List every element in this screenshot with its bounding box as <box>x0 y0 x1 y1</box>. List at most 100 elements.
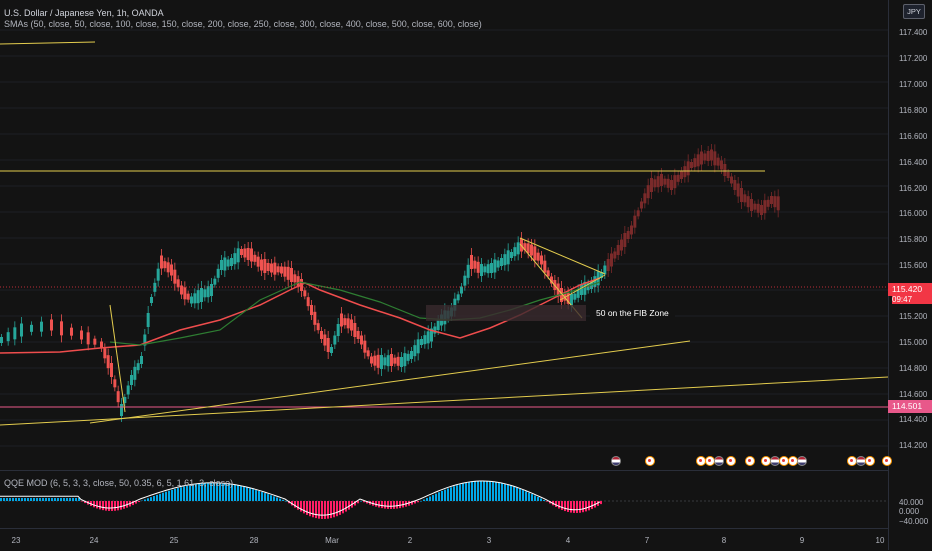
qqe-bar <box>396 501 398 509</box>
candle-body <box>460 287 463 294</box>
qqe-bar <box>285 501 287 502</box>
qqe-bar <box>429 497 431 501</box>
qqe-bar <box>270 495 272 501</box>
candle-body <box>187 294 190 300</box>
candle-body <box>7 332 10 341</box>
qqe-bar <box>342 501 344 513</box>
time-tick: 4 <box>566 536 570 545</box>
qqe-bar <box>102 501 104 510</box>
us-flag-icon[interactable] <box>714 456 724 466</box>
candle-body <box>227 260 230 267</box>
candle-body <box>730 177 733 184</box>
time-axis[interactable] <box>0 528 888 551</box>
candle-body <box>253 255 256 262</box>
candle-body <box>777 196 780 210</box>
candle-body <box>183 287 186 299</box>
candle-body <box>427 331 430 343</box>
candle-body <box>167 262 170 272</box>
candle-body <box>537 253 540 261</box>
event-icon[interactable] <box>882 456 892 466</box>
qqe-bar <box>381 501 383 508</box>
qqe-bar <box>267 494 269 501</box>
qqe-bar <box>165 492 167 501</box>
qqe-bar <box>294 501 296 508</box>
qqe-bar <box>237 485 239 501</box>
candle-body <box>257 257 260 267</box>
candle-body <box>650 178 653 192</box>
price-tick: 114.800 <box>899 364 927 373</box>
qqe-bar <box>51 498 53 501</box>
candle-body <box>353 323 356 337</box>
qqe-bar <box>333 501 335 517</box>
candle-body <box>543 261 546 273</box>
candle-body <box>13 327 16 339</box>
price-chart[interactable] <box>0 0 888 528</box>
qqe-bar <box>417 501 419 502</box>
candle-body <box>503 254 506 265</box>
candle-body <box>753 204 756 210</box>
qqe-bar <box>57 498 59 501</box>
time-tick: 25 <box>170 536 179 545</box>
qqe-bar <box>399 501 401 508</box>
qqe-bar <box>255 490 257 501</box>
qqe-bar <box>558 501 560 509</box>
event-icon[interactable] <box>745 456 755 466</box>
candle-body <box>667 179 670 188</box>
event-icon[interactable] <box>726 456 736 466</box>
qqe-bar <box>456 485 458 501</box>
us-flag-icon[interactable] <box>611 456 621 466</box>
qqe-bar <box>507 485 509 501</box>
qqe-bar <box>180 487 182 501</box>
qqe-bar <box>573 501 575 513</box>
trendline <box>90 341 690 423</box>
time-tick: 2 <box>408 536 412 545</box>
qqe-bar <box>534 496 536 501</box>
candle-body <box>190 297 193 304</box>
us-flag-icon[interactable] <box>797 456 807 466</box>
qqe-bar <box>69 498 71 501</box>
qqe-bar <box>117 501 119 510</box>
pane-divider[interactable] <box>0 470 888 471</box>
currency-button[interactable]: JPY <box>903 4 925 19</box>
candle-body <box>243 249 246 258</box>
qqe-bar <box>297 501 299 510</box>
candle-body <box>0 337 3 343</box>
qqe-bar <box>147 498 149 501</box>
candle-body <box>417 339 420 353</box>
qqe-bar <box>492 482 494 501</box>
qqe-bar <box>39 498 41 501</box>
qqe-bar <box>240 486 242 501</box>
candle-body <box>263 259 266 273</box>
candle-body <box>547 270 550 276</box>
qqe-bar <box>471 482 473 501</box>
candle-body <box>207 286 210 297</box>
qqe-legend[interactable]: QQE MOD (6, 5, 3, 3, close, 50, 0.35, 6,… <box>4 478 233 488</box>
candle-body <box>350 320 353 331</box>
qqe-bar <box>21 498 23 501</box>
qqe-bar <box>378 501 380 507</box>
symbol-legend[interactable]: U.S. Dollar / Japanese Yen, 1h, OANDA <box>4 8 164 18</box>
qqe-bar <box>537 497 539 501</box>
qqe-bar <box>162 493 164 501</box>
qqe-bar <box>444 490 446 501</box>
sma-legend[interactable]: SMAs (50, close, 50, close, 100, close, … <box>4 19 482 29</box>
candle-body <box>703 154 706 161</box>
qqe-bar <box>171 490 173 501</box>
fib-zone-note[interactable]: 50 on the FIB Zone <box>590 306 675 320</box>
trendline <box>0 377 888 425</box>
candle-body <box>717 158 720 166</box>
candle-body <box>517 242 520 254</box>
candle-body <box>390 354 393 366</box>
candle-body <box>230 258 233 266</box>
qqe-bar <box>513 487 515 501</box>
fib-zone-box <box>426 305 586 321</box>
candle-body <box>283 267 286 277</box>
qqe-bar <box>81 501 83 502</box>
candle-body <box>643 193 646 203</box>
candle-body <box>410 351 413 359</box>
candle-body <box>140 356 143 364</box>
time-tick: 7 <box>645 536 649 545</box>
candle-body <box>247 248 250 260</box>
event-icon[interactable] <box>865 456 875 466</box>
event-icon[interactable] <box>645 456 655 466</box>
